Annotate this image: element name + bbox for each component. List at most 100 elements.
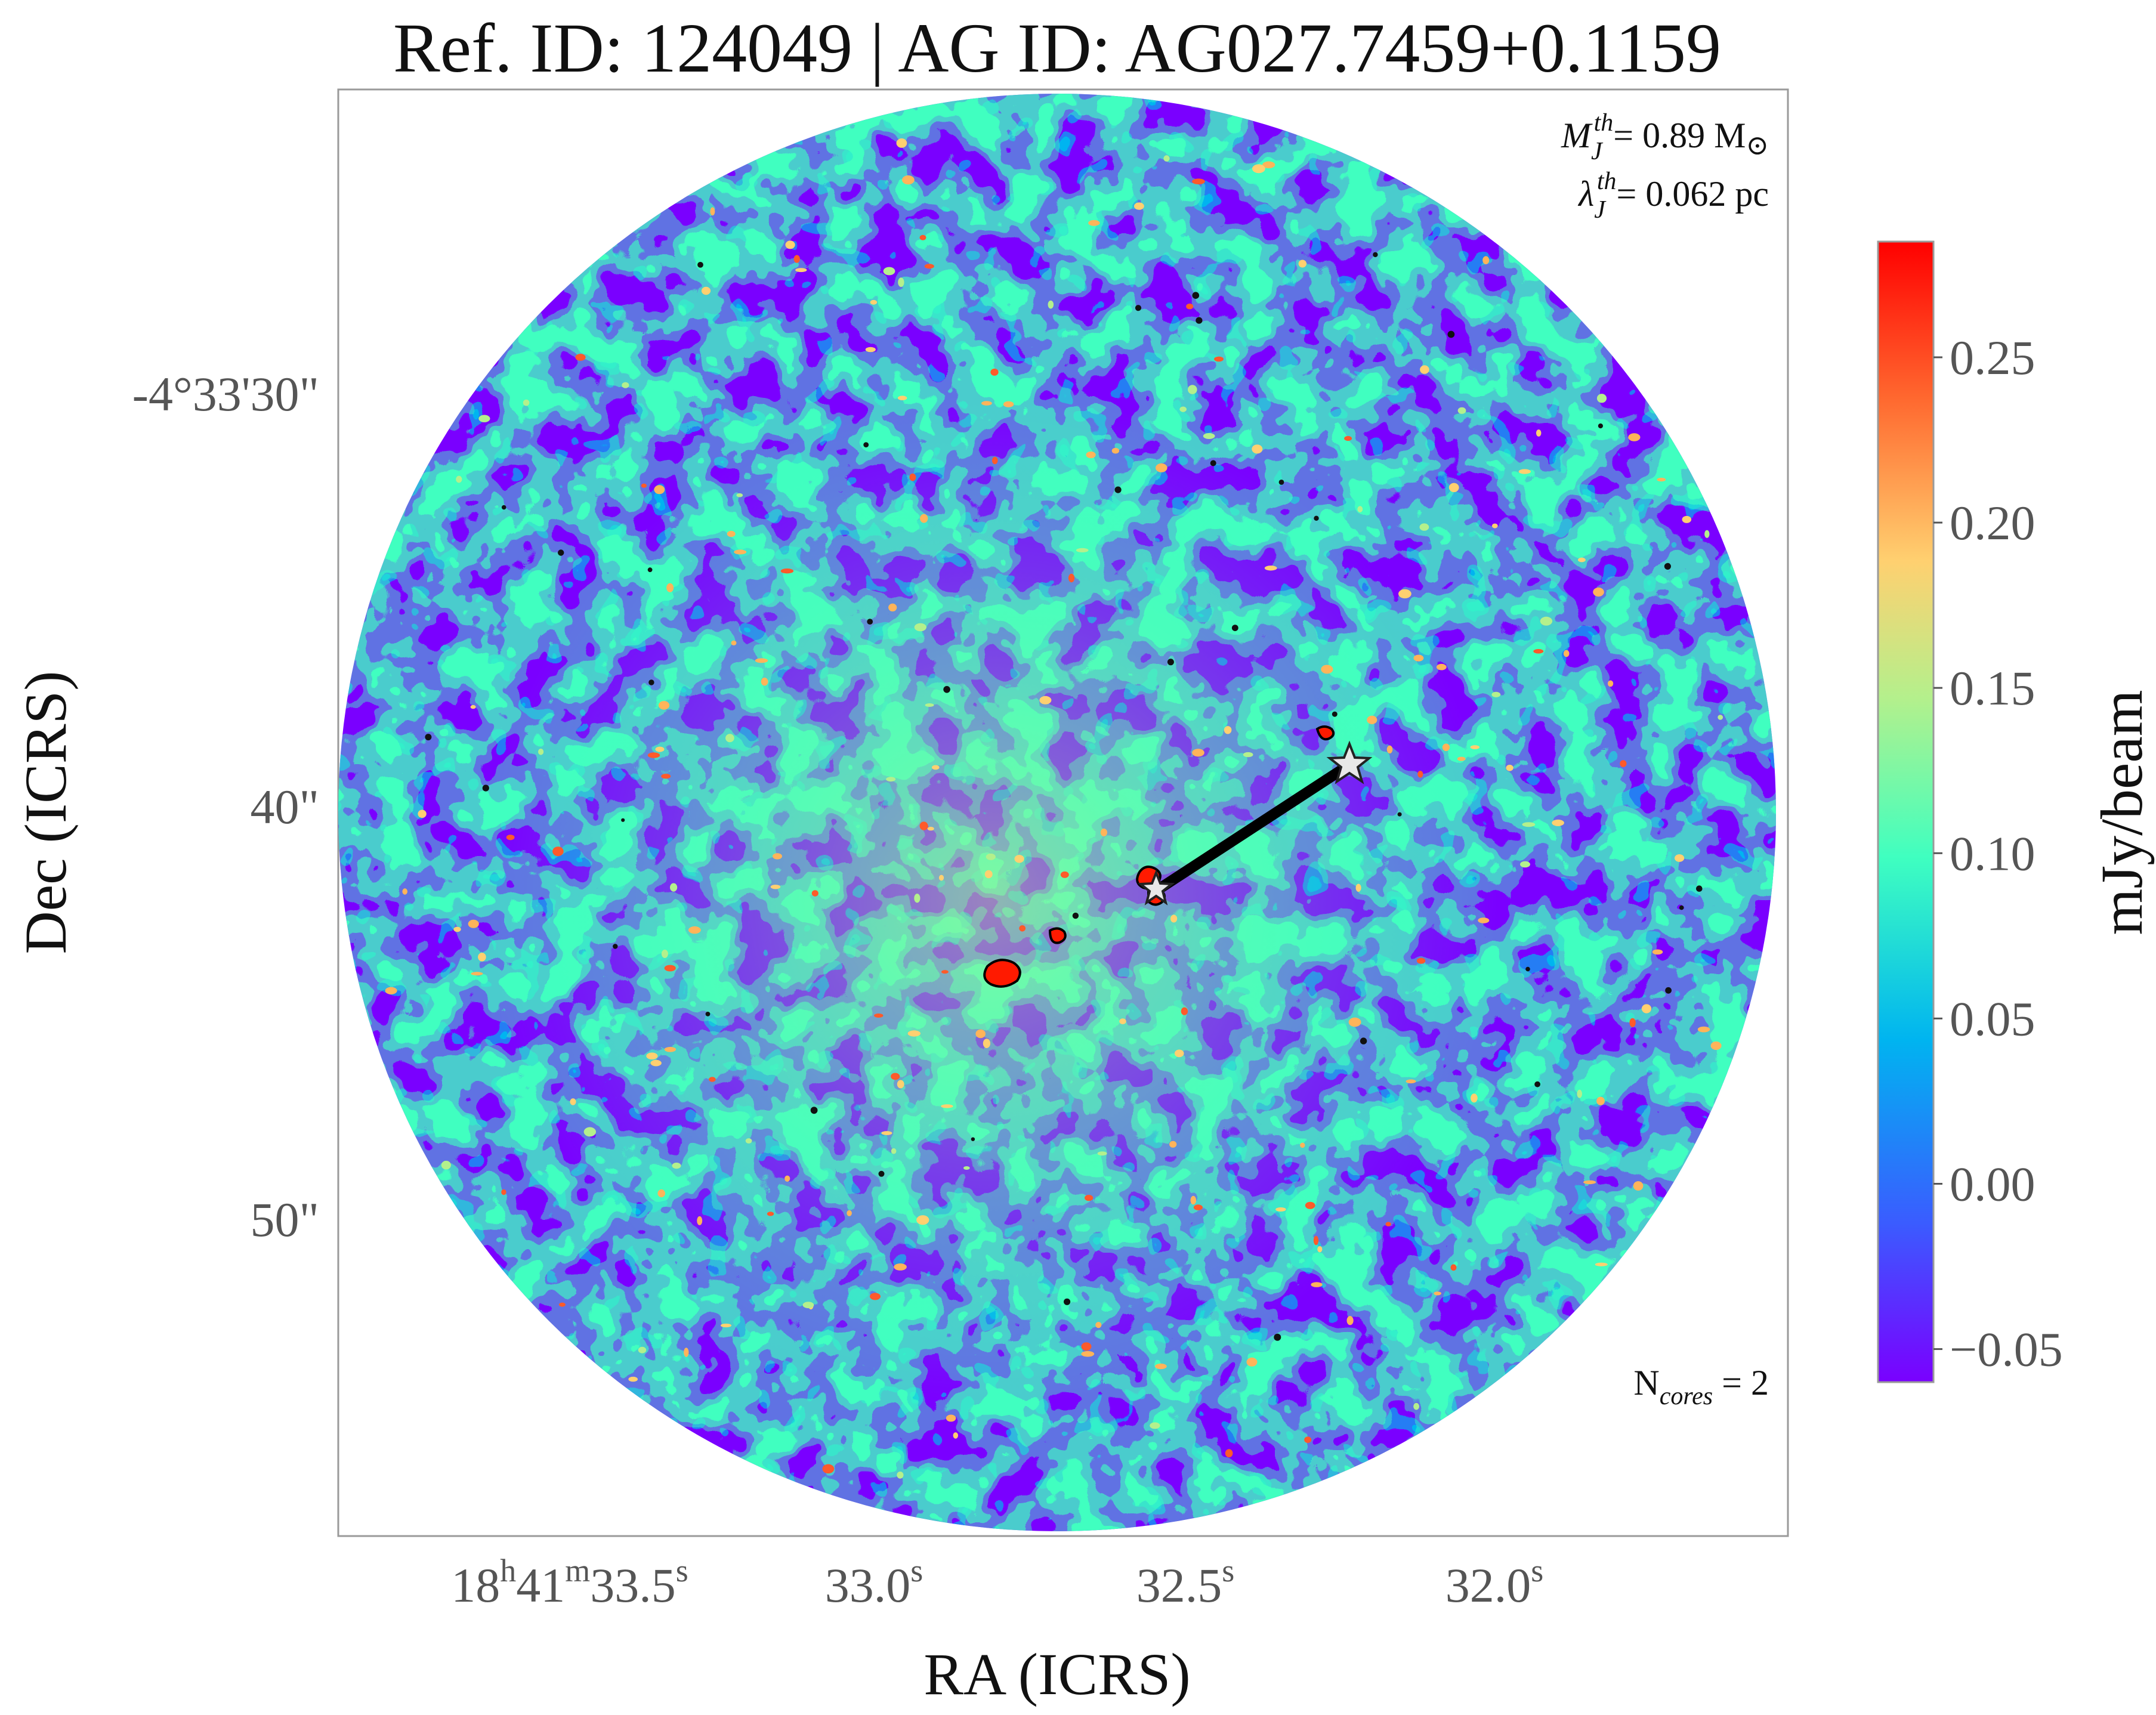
emission-speck: [688, 926, 701, 934]
emission-speck: [402, 888, 407, 895]
emission-speck: [1014, 855, 1024, 863]
contour-speck: [1360, 1037, 1367, 1045]
emission-speck: [914, 894, 921, 903]
colorbar-label: mJy/beam: [2089, 690, 2155, 935]
contour-speck: [943, 686, 950, 693]
emission-speck: [1416, 957, 1426, 964]
emission-speck: [583, 1127, 596, 1137]
contour-speck: [1696, 885, 1703, 892]
emission-speck: [1192, 749, 1204, 757]
contour-speck: [1274, 1333, 1281, 1341]
sun-symbol: ⊙: [1746, 130, 1769, 160]
emission-speck: [1482, 256, 1490, 265]
contour-speck: [1447, 330, 1455, 338]
emission-speck: [909, 473, 916, 481]
emission-speck: [1578, 557, 1586, 563]
emission-speck: [891, 1148, 897, 1154]
emission-speck: [666, 583, 674, 592]
emission-speck: [575, 354, 586, 361]
ncores-sub: cores: [1660, 1383, 1713, 1410]
colorbar-tick-label: 0.05: [1950, 991, 2035, 1046]
ncores-value: = 2: [1713, 1363, 1769, 1402]
emission-speck: [1533, 649, 1544, 654]
contour-speck: [482, 784, 489, 792]
emission-speck: [1346, 1316, 1354, 1325]
emission-speck: [1413, 654, 1424, 662]
image-disk: [338, 94, 1776, 1531]
emission-speck: [1060, 871, 1069, 878]
emission-speck: [1628, 433, 1641, 441]
emission-speck: [638, 1346, 647, 1354]
emission-speck: [914, 623, 926, 632]
emission-speck: [888, 603, 897, 611]
emission-speck: [1170, 914, 1178, 923]
emission-speck: [822, 1464, 835, 1474]
emission-speck: [941, 1104, 953, 1108]
emission-speck: [745, 1138, 752, 1144]
emission-speck: [1536, 429, 1542, 437]
emission-speck: [1068, 573, 1075, 583]
emission-speck: [981, 401, 992, 406]
emission-speck: [1386, 745, 1393, 754]
emission-speck: [1252, 444, 1263, 454]
contour-speck: [705, 1012, 711, 1016]
emission-speck: [1470, 745, 1479, 749]
ncores-annotation: Ncores = 2: [1633, 1363, 1769, 1410]
emission-speck: [697, 1216, 703, 1225]
emission-speck: [657, 1189, 665, 1198]
contour-speck: [1192, 292, 1200, 299]
emission-speck: [468, 919, 479, 928]
emission-speck: [1540, 616, 1553, 626]
emission-speck: [654, 485, 665, 495]
emission-speck: [1181, 1007, 1188, 1015]
colorbar-tick-label: 0.20: [1950, 496, 2035, 550]
emission-speck: [664, 965, 676, 972]
mass-symbol: M: [1561, 116, 1593, 155]
emission-speck: [1491, 523, 1498, 529]
emission-speck: [963, 1166, 970, 1170]
emission-speck: [932, 765, 940, 770]
lambda-sup: th: [1597, 168, 1617, 195]
emission-speck: [1457, 407, 1466, 414]
emission-speck: [470, 704, 476, 709]
y-tick-3: 50": [251, 1192, 319, 1247]
emission-speck: [478, 953, 486, 962]
emission-speck: [1214, 356, 1224, 362]
emission-speck: [1224, 726, 1232, 734]
emission-speck: [784, 1175, 790, 1182]
emission-speck: [1252, 164, 1265, 174]
emission-speck: [1434, 1291, 1441, 1296]
colorbar-tick-label: 0.10: [1950, 826, 2035, 880]
colorbar-gradient: [1877, 240, 1935, 1383]
emission-speck: [1675, 854, 1685, 862]
emission-speck: [1085, 1195, 1094, 1201]
emission-speck: [986, 853, 996, 860]
emission-speck: [1179, 406, 1187, 412]
emission-speck: [1448, 483, 1459, 492]
emission-speck: [1111, 447, 1120, 454]
emission-speck: [902, 175, 915, 185]
emission-speck: [1471, 1093, 1478, 1103]
emission-speck: [684, 1348, 689, 1357]
emission-speck: [975, 1029, 986, 1039]
y-tick-1: -4°33'30": [132, 367, 319, 421]
emission-speck: [710, 207, 715, 216]
jeans-mass-annotation: MJth= 0.89 M⊙: [1561, 109, 1769, 165]
emission-speck: [1097, 1151, 1107, 1156]
emission-speck: [385, 987, 397, 995]
emission-speck: [761, 678, 768, 686]
colorbar-tick-label: −0.05: [1950, 1322, 2063, 1377]
emission-speck: [650, 1059, 662, 1067]
emission-speck: [1355, 883, 1361, 892]
emission-speck: [1436, 663, 1447, 670]
emission-speck: [506, 835, 515, 840]
emission-speck: [1246, 1357, 1258, 1367]
svg-text:Ncores = 2: Ncores = 2: [1633, 1363, 1769, 1410]
emission-speck: [1262, 161, 1275, 169]
emission-speck: [1593, 587, 1604, 597]
contour-speck: [648, 679, 654, 685]
emission-speck: [664, 1047, 677, 1052]
mass-value: = 0.89 M: [1613, 116, 1746, 155]
contour-speck: [1278, 480, 1284, 485]
